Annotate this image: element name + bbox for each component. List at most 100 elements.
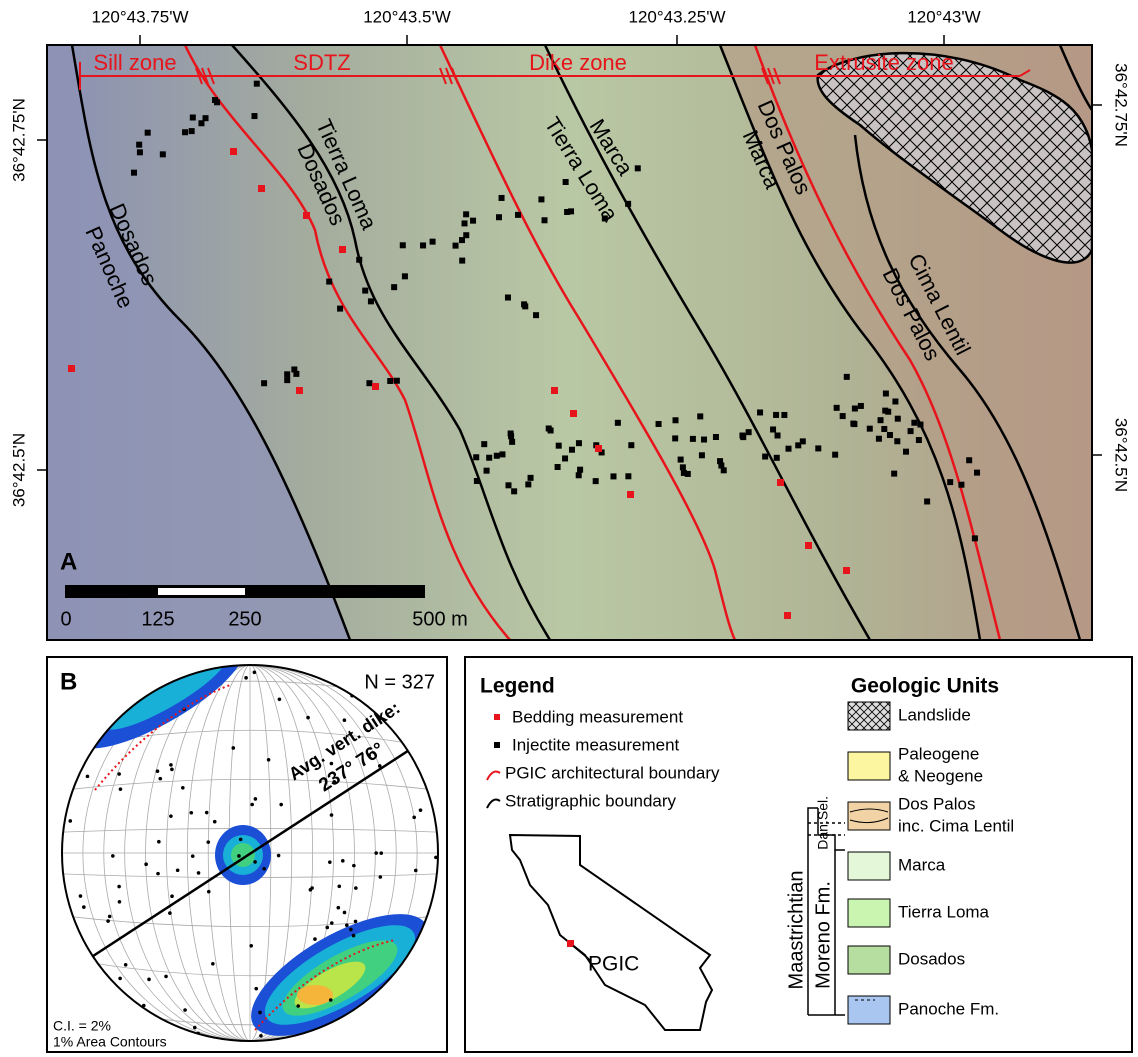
- unit-label: Landslide: [898, 705, 971, 724]
- coord-label: 120°43.25'W: [629, 7, 726, 26]
- strat-label: Moreno Fm.: [812, 881, 834, 989]
- pole-dot: [345, 923, 349, 927]
- injectite-dot: [368, 298, 374, 304]
- injectite-dot: [924, 498, 930, 504]
- injectite-dot: [505, 482, 511, 488]
- pole-dot: [313, 937, 317, 941]
- injectite-dot: [721, 467, 727, 473]
- pole-dot: [206, 840, 210, 844]
- injectite-dot: [903, 449, 909, 455]
- injectite-dot: [757, 409, 763, 415]
- injectite-dot: [800, 438, 806, 444]
- injectite-dot: [786, 446, 792, 452]
- injectite-dot: [625, 473, 631, 479]
- coord-label: 36°42.5'N: [9, 433, 28, 507]
- injectite-dot: [895, 416, 901, 422]
- bedding-dot: [230, 148, 237, 155]
- legend-item: PGIC architectural boundary: [505, 763, 720, 782]
- injectite-dot: [356, 257, 362, 263]
- injectite-dot: [326, 279, 332, 285]
- injectite-dot: [496, 214, 502, 220]
- injectite-dot: [876, 436, 882, 442]
- pole-dot: [144, 862, 148, 866]
- injectite-dot: [462, 220, 468, 226]
- strat-label: Dan.: [815, 820, 831, 850]
- legend-swatch: [494, 742, 500, 748]
- unit-label: Dosados: [898, 949, 965, 968]
- pole-dot: [118, 900, 122, 904]
- pole-dot: [343, 718, 347, 722]
- bedding-dot: [570, 410, 577, 417]
- injectite-dot: [740, 434, 746, 440]
- injectite-dot: [473, 454, 479, 460]
- scale-label: 125: [141, 608, 174, 630]
- bedding-dot: [551, 387, 558, 394]
- injectite-dot: [867, 426, 873, 432]
- injectite-dot: [555, 464, 561, 470]
- injectite-dot: [878, 417, 884, 423]
- coord-label: 120°43.5'W: [363, 7, 451, 26]
- pole-dot: [349, 928, 353, 932]
- injectite-dot: [284, 377, 290, 383]
- injectite-dot: [542, 217, 548, 223]
- pole-dot: [191, 854, 195, 858]
- injectite-dot: [136, 142, 142, 148]
- pole-dot: [259, 1034, 263, 1038]
- injectite-dot: [834, 405, 840, 411]
- pole-dot: [86, 775, 90, 779]
- pole-dot: [343, 911, 347, 915]
- injectite-dot: [453, 243, 459, 249]
- count-label: N = 327: [364, 671, 435, 693]
- injectite-dot: [815, 445, 821, 451]
- pole-dot: [277, 854, 281, 858]
- inset-label: PGIC: [588, 953, 639, 976]
- pole-dot: [244, 676, 248, 680]
- bedding-dot: [777, 479, 784, 486]
- pole-dot: [68, 819, 72, 823]
- injectite-dot: [182, 129, 188, 135]
- injectite-dot: [947, 479, 953, 485]
- scale-label: 500 m: [412, 608, 468, 630]
- pole-dot: [158, 777, 162, 781]
- bedding-dot: [784, 612, 791, 619]
- contour-label: 1% Area Contours: [53, 1034, 167, 1050]
- unit-label: Dos Palos: [898, 794, 975, 813]
- pole-dot: [262, 867, 266, 871]
- pole-dot: [119, 787, 123, 791]
- injectite-dot: [261, 380, 267, 386]
- injectite-dot: [528, 475, 534, 481]
- map: Sill zone SDTZ Dike zone Extrusite zone …: [47, 45, 1092, 640]
- unit-label: & Neogene: [898, 766, 983, 785]
- injectite-dot: [293, 371, 299, 377]
- injectite-dot: [672, 435, 678, 441]
- figure: Sill zone SDTZ Dike zone Extrusite zone …: [0, 0, 1138, 1057]
- unit-swatch: [848, 852, 890, 880]
- injectite-dot: [852, 406, 858, 412]
- bedding-dot: [595, 445, 602, 452]
- pole-dot: [168, 911, 172, 915]
- pole-dot: [169, 814, 173, 818]
- injectite-dot: [887, 432, 893, 438]
- legend-item: Stratigraphic boundary: [505, 791, 677, 810]
- injectite-dot: [481, 441, 487, 447]
- injectite-dot: [974, 470, 980, 476]
- pole-dot: [183, 1008, 187, 1012]
- injectite-dot: [337, 306, 343, 312]
- bedding-dot: [627, 491, 634, 498]
- strat-label: Maastrichtian: [785, 871, 807, 990]
- scale-bar-segment: [158, 588, 245, 595]
- injectite-dot: [470, 218, 476, 224]
- injectite-dot: [131, 170, 137, 176]
- injectite-dot: [508, 433, 514, 439]
- injectite-dot: [774, 455, 780, 461]
- unit-label: Panoche Fm.: [898, 999, 999, 1018]
- pole-dot: [330, 813, 334, 817]
- injectite-dot: [673, 417, 679, 423]
- injectite-dot: [713, 434, 719, 440]
- pole-dot: [325, 926, 329, 930]
- zone-label: Sill zone: [93, 50, 176, 75]
- pole-dot: [330, 762, 334, 766]
- pole-dot: [306, 716, 310, 720]
- injectite-dot: [137, 149, 143, 155]
- injectite-dot: [908, 428, 914, 434]
